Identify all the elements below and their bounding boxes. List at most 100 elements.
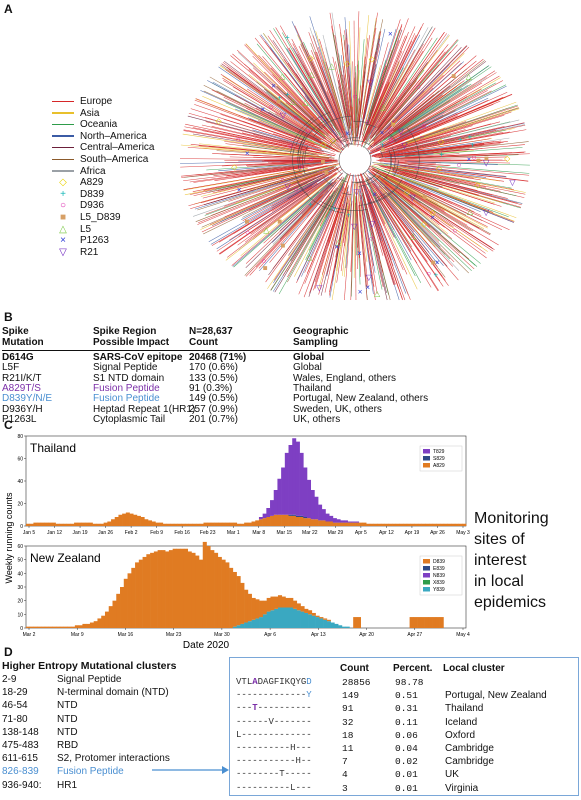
svg-text:▽: ▽: [483, 208, 490, 217]
svg-text:▽: ▽: [353, 187, 360, 196]
bar-T829: [277, 478, 282, 515]
bar-Y839: [308, 614, 313, 628]
bar-A829: [366, 523, 371, 526]
cluster-list: Higher Entropy Mutational clusters 2-9 Si…: [2, 660, 176, 793]
svg-text:◇: ◇: [504, 154, 511, 163]
svg-text:+: +: [277, 94, 282, 103]
bar-D839: [52, 626, 57, 628]
svg-text:△: △: [279, 71, 286, 80]
bar-A829: [436, 523, 441, 526]
cell-geo: Portugal, New Zealand, others: [293, 393, 429, 405]
cell-count: 20468 (71%): [189, 352, 247, 363]
bar-A829: [37, 522, 42, 526]
bar-A829: [133, 514, 138, 526]
bar-D839: [296, 603, 301, 611]
bar-A829: [240, 523, 245, 526]
legend-region-0: Europe: [52, 96, 154, 108]
x-tick-label: Feb 9: [150, 530, 163, 536]
bar-A829: [417, 523, 422, 526]
svg-text:△: △: [380, 103, 387, 112]
y-tick-label: 20: [17, 502, 23, 508]
bar-D839: [33, 626, 38, 628]
chart-title: New Zealand: [30, 551, 101, 565]
svg-text:○: ○: [353, 92, 358, 101]
cluster-desc: HR1: [57, 779, 78, 791]
bar-A829: [284, 514, 289, 526]
x-tick-label: Mar 23: [166, 632, 182, 638]
bar-A829: [159, 522, 164, 526]
legend-label: A829: [80, 177, 104, 189]
bar-D839: [37, 626, 42, 628]
bar-D839: [157, 550, 162, 628]
cluster-row: 826-839 Fusion Peptide: [2, 766, 176, 779]
y-tick-label: 60: [17, 457, 23, 463]
bar-D839: [78, 625, 83, 628]
svg-text:+: +: [308, 200, 313, 209]
cell-mutation: D839Y/N/E: [2, 393, 53, 405]
y-tick-label: 0: [20, 626, 23, 632]
legend-region-3: North–America: [52, 131, 154, 143]
chart-title: Thailand: [30, 441, 76, 455]
legend-label: D839: [433, 559, 445, 565]
bar-A829: [451, 523, 456, 526]
bar-A829: [277, 514, 282, 526]
legend-swatch: [52, 123, 74, 126]
svg-text:+: +: [470, 140, 475, 149]
bar-Y839: [330, 622, 335, 628]
bar-D839: [353, 617, 358, 628]
cluster-list-title: Higher Entropy Mutational clusters: [2, 660, 177, 672]
x-tick-label: Mar 16: [118, 632, 134, 638]
side-note-line: epidemics: [474, 594, 547, 611]
legend-label: S829: [433, 456, 445, 462]
bar-A829: [88, 522, 93, 526]
bar-D839: [180, 548, 185, 628]
legend-region-2: Oceania: [52, 119, 154, 131]
bar-Y839: [345, 626, 350, 628]
bar-A829: [166, 523, 171, 526]
bar-D839: [153, 551, 158, 628]
legend-swatch: [52, 158, 74, 161]
cluster-range: 475-483: [2, 739, 39, 751]
cell-mutation: L5F: [2, 362, 20, 374]
bar-D839: [191, 552, 196, 628]
bar-D839: [247, 593, 252, 622]
bar-T829: [273, 490, 278, 515]
svg-text:◇: ◇: [475, 181, 482, 190]
bar-D839: [266, 597, 271, 612]
x-tick-label: Feb 16: [174, 530, 190, 536]
bar-D839: [304, 608, 309, 613]
mutation-table: Spike Mutation Spike Region Possible Impac…: [0, 326, 581, 425]
bar-D839: [428, 617, 433, 628]
bar-D839: [150, 552, 155, 628]
cluster-range: 71-80: [2, 713, 28, 725]
bar-T829: [321, 509, 326, 521]
panel-label-d: D: [4, 645, 13, 659]
bar-A829: [170, 523, 175, 526]
bar-Y839: [274, 608, 279, 628]
bar-A829: [74, 522, 79, 526]
bar-D839: [244, 589, 249, 623]
side-note-line: sites of: [474, 531, 525, 548]
cluster-desc: NTD: [57, 700, 78, 712]
svg-text:×: ×: [372, 190, 377, 199]
bar-A829: [251, 521, 256, 526]
bar-D839: [183, 548, 189, 628]
bar-D839: [225, 562, 230, 628]
bar-A829: [329, 521, 334, 526]
bar-A829: [299, 517, 304, 526]
bar-D839: [432, 617, 437, 628]
bar-A829: [207, 522, 212, 526]
x-tick-label: Jan 12: [47, 530, 62, 536]
svg-text:◇: ◇: [430, 208, 437, 217]
legend-swatch: [52, 100, 74, 103]
legend-swatch: [423, 566, 430, 571]
bar-A829: [122, 513, 127, 526]
phylogenetic-tree: ■○◇○ +■△◇×◇△×▽◇○++▽■○ ◇◇■×■○×▽○■×++○+△+△○○…: [180, 11, 530, 301]
bar-A829: [421, 523, 426, 526]
bar-A829: [281, 514, 286, 526]
bar-D839: [67, 626, 72, 628]
bar-A829: [303, 518, 308, 526]
bar-Y839: [300, 611, 305, 628]
bar-D839: [138, 559, 143, 628]
bar-T829: [270, 500, 275, 516]
